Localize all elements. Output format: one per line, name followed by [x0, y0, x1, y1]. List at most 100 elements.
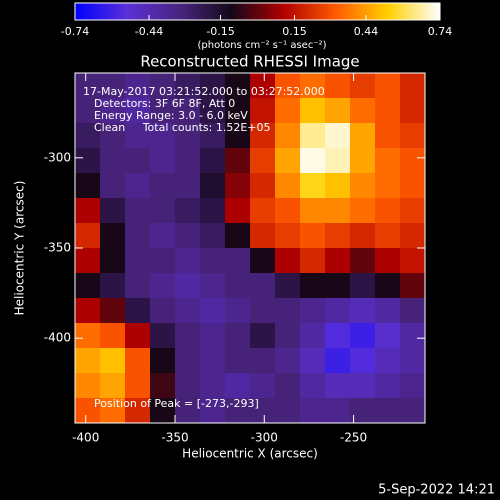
pixel: [275, 148, 301, 174]
pixel: [375, 273, 401, 299]
pixel: [75, 73, 101, 99]
pixel: [275, 198, 301, 224]
pixel: [275, 248, 301, 274]
pixel: [325, 273, 351, 299]
pixel: [250, 223, 276, 249]
annotation: Clean Total counts: 1.52E+05: [94, 121, 271, 134]
pixel: [150, 398, 176, 424]
pixel: [250, 248, 276, 274]
pixel: [75, 198, 101, 224]
annotation: Detectors: 3F 6F 8F, Att 0: [94, 97, 235, 110]
pixel: [225, 398, 251, 424]
pixel: [100, 98, 126, 124]
pixel: [350, 148, 376, 174]
pixel: [250, 73, 276, 99]
pixel: [275, 373, 301, 399]
colorbar-tick-label: -0.15: [206, 25, 234, 38]
pixel: [300, 98, 326, 124]
pixel: [300, 273, 326, 299]
pixel: [175, 173, 201, 199]
pixel: [150, 348, 176, 374]
pixel: [175, 123, 201, 149]
pixel: [125, 273, 151, 299]
pixel: [225, 148, 251, 174]
pixel: [400, 173, 426, 199]
pixel: [350, 298, 376, 324]
pixel: [400, 398, 426, 424]
pixel: [175, 373, 201, 399]
pixel: [350, 173, 376, 199]
pixel: [225, 323, 251, 349]
pixel: [400, 223, 426, 249]
pixel: [325, 123, 351, 149]
pixel: [175, 298, 201, 324]
pixel: [125, 398, 151, 424]
pixel: [75, 398, 101, 424]
pixel: [275, 348, 301, 374]
pixel: [250, 98, 276, 124]
annotation: Energy Range: 3.0 - 6.0 keV: [94, 109, 248, 122]
pixel: [375, 148, 401, 174]
pixel: [200, 173, 226, 199]
pixel: [275, 273, 301, 299]
pixel: [275, 73, 301, 99]
pixel: [200, 373, 226, 399]
pixel: [150, 148, 176, 174]
pixel: [375, 223, 401, 249]
pixel: [300, 73, 326, 99]
pixel: [250, 398, 276, 424]
pixel: [275, 398, 301, 424]
pixel: [125, 348, 151, 374]
pixel: [225, 73, 251, 99]
annotation: 17-May-2017 03:21:52.000 to 03:27:52.000: [83, 85, 325, 98]
pixel: [350, 348, 376, 374]
y-axis-label: Heliocentric Y (arcsec): [13, 181, 27, 316]
x-tick-label: -250: [340, 431, 367, 445]
pixel: [225, 348, 251, 374]
pixel: [300, 223, 326, 249]
pixel: [325, 173, 351, 199]
pixel: [100, 123, 126, 149]
pixel: [325, 373, 351, 399]
pixel: [150, 123, 176, 149]
pixel: [175, 98, 201, 124]
y-tick-label: -300: [44, 150, 71, 164]
pixel: [225, 298, 251, 324]
pixel: [100, 373, 126, 399]
pixel: [400, 298, 426, 324]
pixel: [125, 73, 151, 99]
pixel: [350, 98, 376, 124]
pixel: [350, 123, 376, 149]
pixel: [100, 248, 126, 274]
peak-label: Position of Peak = [-273,-293]: [94, 397, 259, 410]
colorbar-tick-label: -0.44: [135, 25, 163, 38]
pixel: [150, 298, 176, 324]
y-tick-label: -350: [44, 241, 71, 255]
pixel: [100, 298, 126, 324]
x-tick-label: -300: [251, 431, 278, 445]
pixel: [325, 398, 351, 424]
pixel: [400, 373, 426, 399]
x-axis-label: Heliocentric X (arcsec): [182, 447, 318, 461]
pixel: [200, 148, 226, 174]
pixel: [250, 273, 276, 299]
pixel: [375, 248, 401, 274]
pixel: [100, 73, 126, 99]
pixel: [400, 348, 426, 374]
pixel: [100, 148, 126, 174]
pixel: [375, 373, 401, 399]
pixel: [125, 98, 151, 124]
pixel: [275, 173, 301, 199]
colorbar-tick-label: 0.74: [428, 25, 453, 38]
x-tick-label: -400: [72, 431, 99, 445]
pixel: [375, 173, 401, 199]
pixel: [150, 323, 176, 349]
pixel: [175, 73, 201, 99]
x-tick-label: -350: [161, 431, 188, 445]
pixel: [150, 223, 176, 249]
pixel: [100, 273, 126, 299]
pixel: [325, 198, 351, 224]
pixel: [125, 373, 151, 399]
pixel: [250, 373, 276, 399]
